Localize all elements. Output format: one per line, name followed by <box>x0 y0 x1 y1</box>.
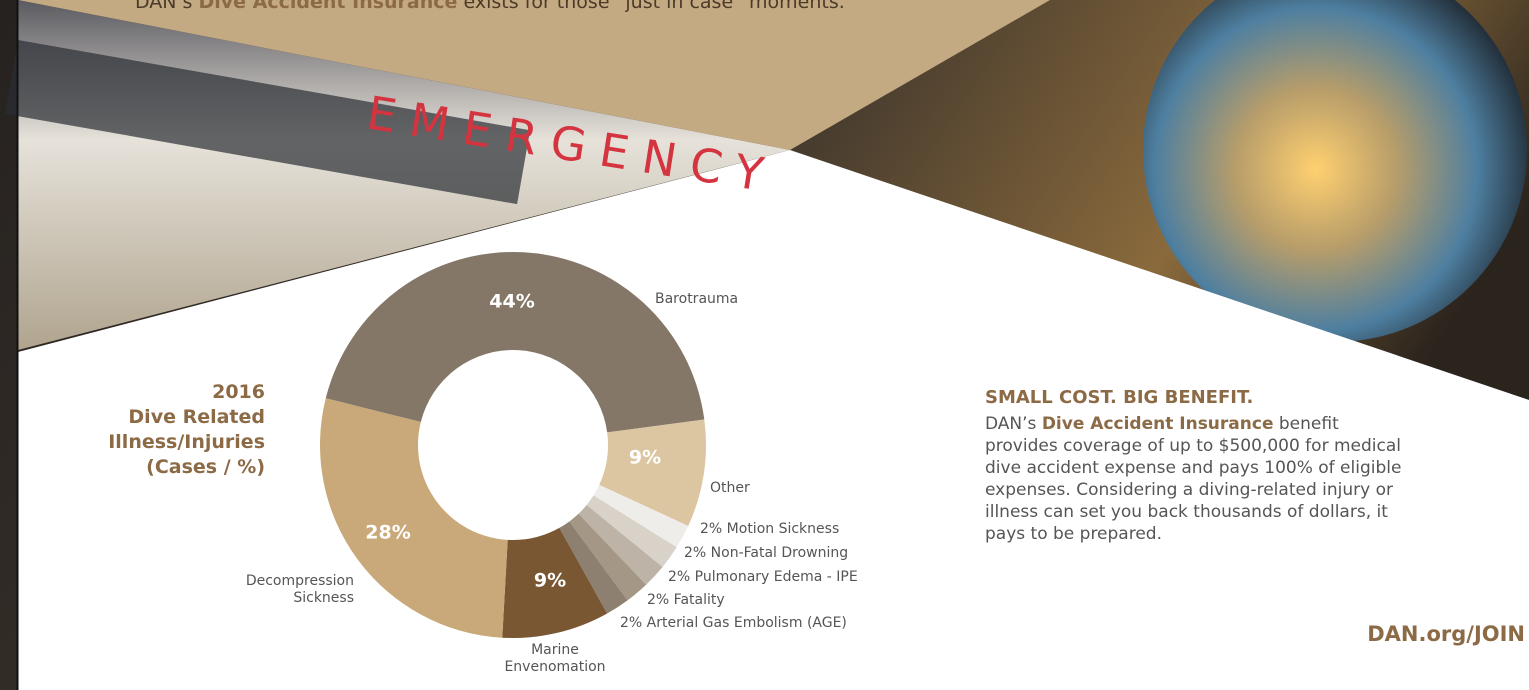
label-text: Marine Envenomation <box>504 642 606 675</box>
slice <box>593 484 689 548</box>
bold-text: Dive Accident Insurance <box>198 0 458 13</box>
label-text: Fatality <box>673 592 725 608</box>
text: DAN’s <box>135 0 193 13</box>
label-text: Other <box>710 480 750 496</box>
category-label: Barotrauma <box>655 291 738 308</box>
building-windows <box>4 40 531 205</box>
slice <box>559 521 628 614</box>
slice <box>319 398 508 638</box>
benefit: SMALL COST. BIG BENEFIT. DAN’s Dive Acci… <box>985 387 1405 545</box>
value-label: 44% <box>489 290 535 313</box>
slice-label: 2% Fatality <box>647 592 725 609</box>
value-label: 9% <box>628 446 662 469</box>
slice-label: 2% Non-Fatal Drowning <box>684 545 848 562</box>
side-heading: 2016 Dive Related Illness/Injuries (Case… <box>60 380 265 480</box>
slice <box>569 513 647 601</box>
label-text: 28% <box>365 521 411 544</box>
value-label: 9% <box>533 569 567 592</box>
text: DAN’s <box>985 414 1037 434</box>
label-text: 2% <box>620 615 643 631</box>
slice <box>599 419 707 526</box>
slice-label: 2% Arterial Gas Embolism (AGE) <box>620 615 847 632</box>
label-text: 2% <box>668 569 691 585</box>
beige-panel <box>18 0 1050 150</box>
slice <box>325 251 705 433</box>
label-text: Barotrauma <box>655 291 739 307</box>
label-text: 9% <box>533 569 567 592</box>
slice <box>502 527 608 638</box>
text: exists for those “just in case” moments. <box>463 0 845 13</box>
category-label: Decompression Sickness <box>214 573 354 607</box>
bold-text: Dive Accident Insurance <box>1041 414 1274 434</box>
heading-line: (Cases / %) <box>146 456 265 478</box>
label-text: Arterial Gas Embolism (AGE) <box>646 615 847 631</box>
label-text: 2% <box>647 592 670 608</box>
label-text: 2% <box>700 521 723 537</box>
heading-line: 2016 <box>212 381 265 403</box>
slice-label: 2% Pulmonary Edema - IPE <box>668 569 858 586</box>
text: benefit provides coverage of up to $500,… <box>985 414 1402 544</box>
slice <box>586 495 677 567</box>
heading-line: Dive Related <box>128 406 265 428</box>
category-label: Marine Envenomation <box>495 642 615 676</box>
donut <box>319 251 707 638</box>
link[interactable]: DAN.org/JOIN <box>1367 622 1525 646</box>
label-text: Non-Fatal Drowning <box>710 545 849 561</box>
label-text: Motion Sickness <box>726 521 840 537</box>
value-label: 28% <box>365 521 411 544</box>
label-text: Decompression Sickness <box>245 573 354 606</box>
label-text: 44% <box>489 290 535 313</box>
top-text: DAN’s Dive Accident Insurance exists for… <box>135 0 845 13</box>
benefit-heading: SMALL COST. BIG BENEFIT. <box>985 387 1254 408</box>
label-text: 2% <box>684 545 707 561</box>
crystal-ball <box>1143 0 1527 342</box>
category-label: Other <box>710 480 750 497</box>
heading-line: Illness/Injuries <box>108 431 265 453</box>
slice-label: 2% Motion Sickness <box>700 521 839 538</box>
slice <box>578 505 663 585</box>
label-text: 9% <box>628 446 662 469</box>
label-text: Pulmonary Edema - IPE <box>694 569 858 585</box>
